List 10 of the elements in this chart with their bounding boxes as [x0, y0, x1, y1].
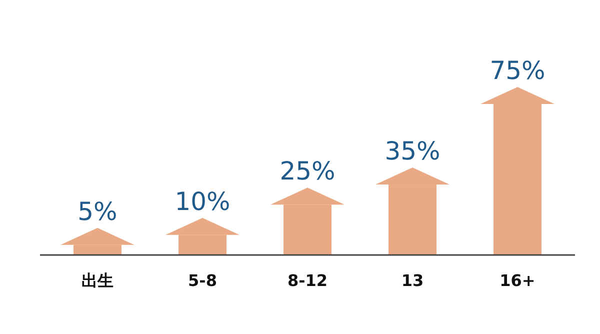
x-tick-label: 13 — [401, 271, 424, 290]
data-label: 10% — [174, 186, 230, 216]
x-tick-label: 出生 — [82, 271, 114, 290]
data-label: 25% — [280, 156, 336, 186]
data-label: 35% — [384, 136, 440, 166]
data-label: 75% — [490, 56, 546, 85]
x-tick-label: 5-8 — [188, 271, 217, 290]
x-tick-label: 16+ — [500, 271, 536, 290]
x-tick-label: 8-12 — [287, 271, 328, 290]
data-label: 5% — [78, 196, 118, 226]
